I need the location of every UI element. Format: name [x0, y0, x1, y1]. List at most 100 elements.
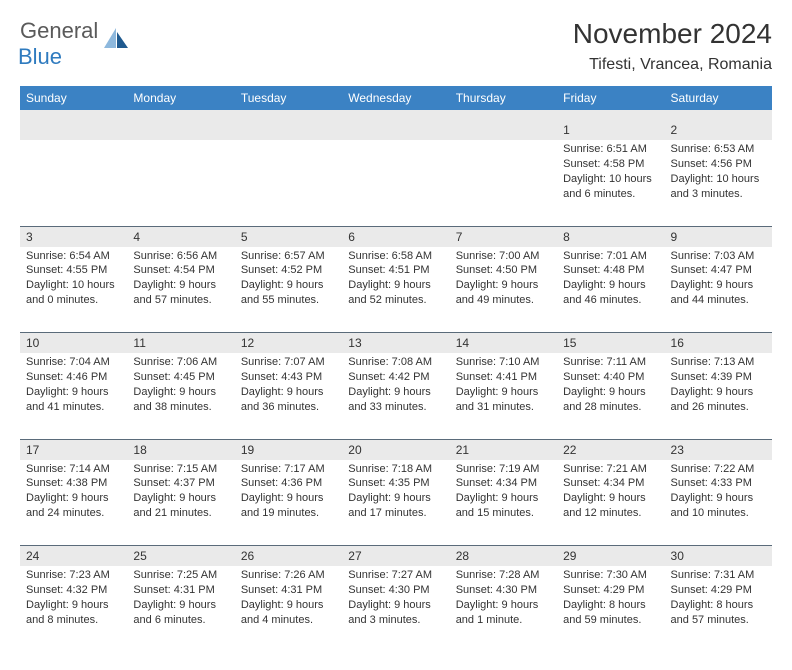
day-line: Sunrise: 7:22 AM: [671, 462, 766, 477]
daynum-row: 3456789: [20, 226, 772, 247]
weekday-header: Thursday: [450, 86, 557, 110]
day-line: Daylight: 9 hours and 26 minutes.: [671, 385, 766, 415]
daynum-row: 24252627282930: [20, 546, 772, 567]
day-line: Daylight: 9 hours and 49 minutes.: [456, 278, 551, 308]
calendar-table: SundayMondayTuesdayWednesdayThursdayFrid…: [20, 86, 772, 652]
day-line: Daylight: 9 hours and 33 minutes.: [348, 385, 443, 415]
day-cell-content: Sunrise: 7:04 AMSunset: 4:46 PMDaylight:…: [20, 353, 127, 420]
location: Tifesti, Vrancea, Romania: [573, 56, 772, 74]
day-cell-content: Sunrise: 7:00 AMSunset: 4:50 PMDaylight:…: [450, 247, 557, 314]
day-line: Sunset: 4:31 PM: [241, 583, 336, 598]
content-row: Sunrise: 7:23 AMSunset: 4:32 PMDaylight:…: [20, 566, 772, 652]
day-cell: Sunrise: 7:22 AMSunset: 4:33 PMDaylight:…: [665, 460, 772, 546]
day-cell: Sunrise: 7:19 AMSunset: 4:34 PMDaylight:…: [450, 460, 557, 546]
day-cell: Sunrise: 7:14 AMSunset: 4:38 PMDaylight:…: [20, 460, 127, 546]
day-line: Daylight: 9 hours and 19 minutes.: [241, 491, 336, 521]
day-line: Daylight: 9 hours and 28 minutes.: [563, 385, 658, 415]
day-cell: [450, 140, 557, 226]
day-line: Sunset: 4:33 PM: [671, 476, 766, 491]
day-line: Sunrise: 7:28 AM: [456, 568, 551, 583]
day-cell-content: Sunrise: 7:26 AMSunset: 4:31 PMDaylight:…: [235, 566, 342, 633]
day-number: 24: [20, 546, 127, 567]
day-cell-content: Sunrise: 6:51 AMSunset: 4:58 PMDaylight:…: [557, 140, 664, 207]
day-line: Daylight: 10 hours and 0 minutes.: [26, 278, 121, 308]
day-line: Daylight: 8 hours and 57 minutes.: [671, 598, 766, 628]
day-line: Sunset: 4:29 PM: [671, 583, 766, 598]
day-line: Sunset: 4:38 PM: [26, 476, 121, 491]
day-cell-content: Sunrise: 6:57 AMSunset: 4:52 PMDaylight:…: [235, 247, 342, 314]
weekday-header: Sunday: [20, 86, 127, 110]
day-line: Sunrise: 7:15 AM: [133, 462, 228, 477]
day-line: Sunset: 4:36 PM: [241, 476, 336, 491]
day-cell-content: [127, 140, 234, 148]
day-number: 5: [235, 226, 342, 247]
day-cell: Sunrise: 7:31 AMSunset: 4:29 PMDaylight:…: [665, 566, 772, 652]
day-cell-content: Sunrise: 7:28 AMSunset: 4:30 PMDaylight:…: [450, 566, 557, 633]
day-cell-content: Sunrise: 7:17 AMSunset: 4:36 PMDaylight:…: [235, 460, 342, 527]
calendar-page: General Blue November 2024 Tifesti, Vran…: [0, 0, 792, 670]
day-cell-content: [342, 140, 449, 148]
day-cell: Sunrise: 7:04 AMSunset: 4:46 PMDaylight:…: [20, 353, 127, 439]
day-cell: Sunrise: 7:23 AMSunset: 4:32 PMDaylight:…: [20, 566, 127, 652]
day-cell-content: Sunrise: 7:22 AMSunset: 4:33 PMDaylight:…: [665, 460, 772, 527]
day-line: Daylight: 10 hours and 6 minutes.: [563, 172, 658, 202]
day-line: Sunrise: 7:26 AM: [241, 568, 336, 583]
day-line: Sunset: 4:43 PM: [241, 370, 336, 385]
day-line: Sunrise: 7:06 AM: [133, 355, 228, 370]
day-number: 3: [20, 226, 127, 247]
day-line: Sunset: 4:30 PM: [348, 583, 443, 598]
day-cell: [20, 140, 127, 226]
day-number: 20: [342, 439, 449, 460]
day-number: 18: [127, 439, 234, 460]
day-cell: Sunrise: 7:27 AMSunset: 4:30 PMDaylight:…: [342, 566, 449, 652]
day-number: 8: [557, 226, 664, 247]
day-cell: Sunrise: 7:10 AMSunset: 4:41 PMDaylight:…: [450, 353, 557, 439]
content-row: Sunrise: 7:04 AMSunset: 4:46 PMDaylight:…: [20, 353, 772, 439]
day-cell-content: Sunrise: 6:56 AMSunset: 4:54 PMDaylight:…: [127, 247, 234, 314]
day-line: Daylight: 9 hours and 36 minutes.: [241, 385, 336, 415]
logo-text: General Blue: [20, 18, 98, 70]
blank-cell: [235, 110, 342, 120]
day-line: Sunset: 4:31 PM: [133, 583, 228, 598]
day-line: Daylight: 9 hours and 1 minute.: [456, 598, 551, 628]
day-number: 11: [127, 333, 234, 354]
day-number: 26: [235, 546, 342, 567]
day-cell-content: Sunrise: 7:27 AMSunset: 4:30 PMDaylight:…: [342, 566, 449, 633]
day-line: Daylight: 9 hours and 10 minutes.: [671, 491, 766, 521]
day-line: Sunset: 4:32 PM: [26, 583, 121, 598]
day-number: 21: [450, 439, 557, 460]
logo-text-blue: Blue: [18, 44, 62, 69]
day-cell-content: Sunrise: 7:06 AMSunset: 4:45 PMDaylight:…: [127, 353, 234, 420]
day-cell-content: Sunrise: 7:19 AMSunset: 4:34 PMDaylight:…: [450, 460, 557, 527]
day-line: Daylight: 9 hours and 24 minutes.: [26, 491, 121, 521]
daynum-row: 10111213141516: [20, 333, 772, 354]
day-line: Sunset: 4:45 PM: [133, 370, 228, 385]
day-line: Sunrise: 7:10 AM: [456, 355, 551, 370]
day-line: Daylight: 9 hours and 15 minutes.: [456, 491, 551, 521]
weekday-header: Saturday: [665, 86, 772, 110]
day-number: [127, 120, 234, 140]
day-cell: Sunrise: 6:51 AMSunset: 4:58 PMDaylight:…: [557, 140, 664, 226]
content-row: Sunrise: 6:54 AMSunset: 4:55 PMDaylight:…: [20, 247, 772, 333]
day-cell-content: Sunrise: 7:14 AMSunset: 4:38 PMDaylight:…: [20, 460, 127, 527]
day-line: Sunset: 4:30 PM: [456, 583, 551, 598]
blank-cell: [20, 110, 127, 120]
day-number: 16: [665, 333, 772, 354]
day-line: Sunset: 4:37 PM: [133, 476, 228, 491]
day-line: Sunrise: 6:51 AM: [563, 142, 658, 157]
day-line: Sunset: 4:35 PM: [348, 476, 443, 491]
title-block: November 2024 Tifesti, Vrancea, Romania: [573, 18, 772, 74]
day-cell: Sunrise: 6:58 AMSunset: 4:51 PMDaylight:…: [342, 247, 449, 333]
day-line: Sunrise: 7:21 AM: [563, 462, 658, 477]
month-title: November 2024: [573, 18, 772, 50]
day-line: Sunset: 4:47 PM: [671, 263, 766, 278]
day-cell: Sunrise: 7:01 AMSunset: 4:48 PMDaylight:…: [557, 247, 664, 333]
day-line: Daylight: 9 hours and 52 minutes.: [348, 278, 443, 308]
day-line: Sunrise: 6:57 AM: [241, 249, 336, 264]
day-line: Daylight: 9 hours and 38 minutes.: [133, 385, 228, 415]
day-line: Daylight: 9 hours and 46 minutes.: [563, 278, 658, 308]
day-cell-content: Sunrise: 7:01 AMSunset: 4:48 PMDaylight:…: [557, 247, 664, 314]
blank-cell: [342, 110, 449, 120]
blank-cell: [450, 110, 557, 120]
day-cell: Sunrise: 7:08 AMSunset: 4:42 PMDaylight:…: [342, 353, 449, 439]
